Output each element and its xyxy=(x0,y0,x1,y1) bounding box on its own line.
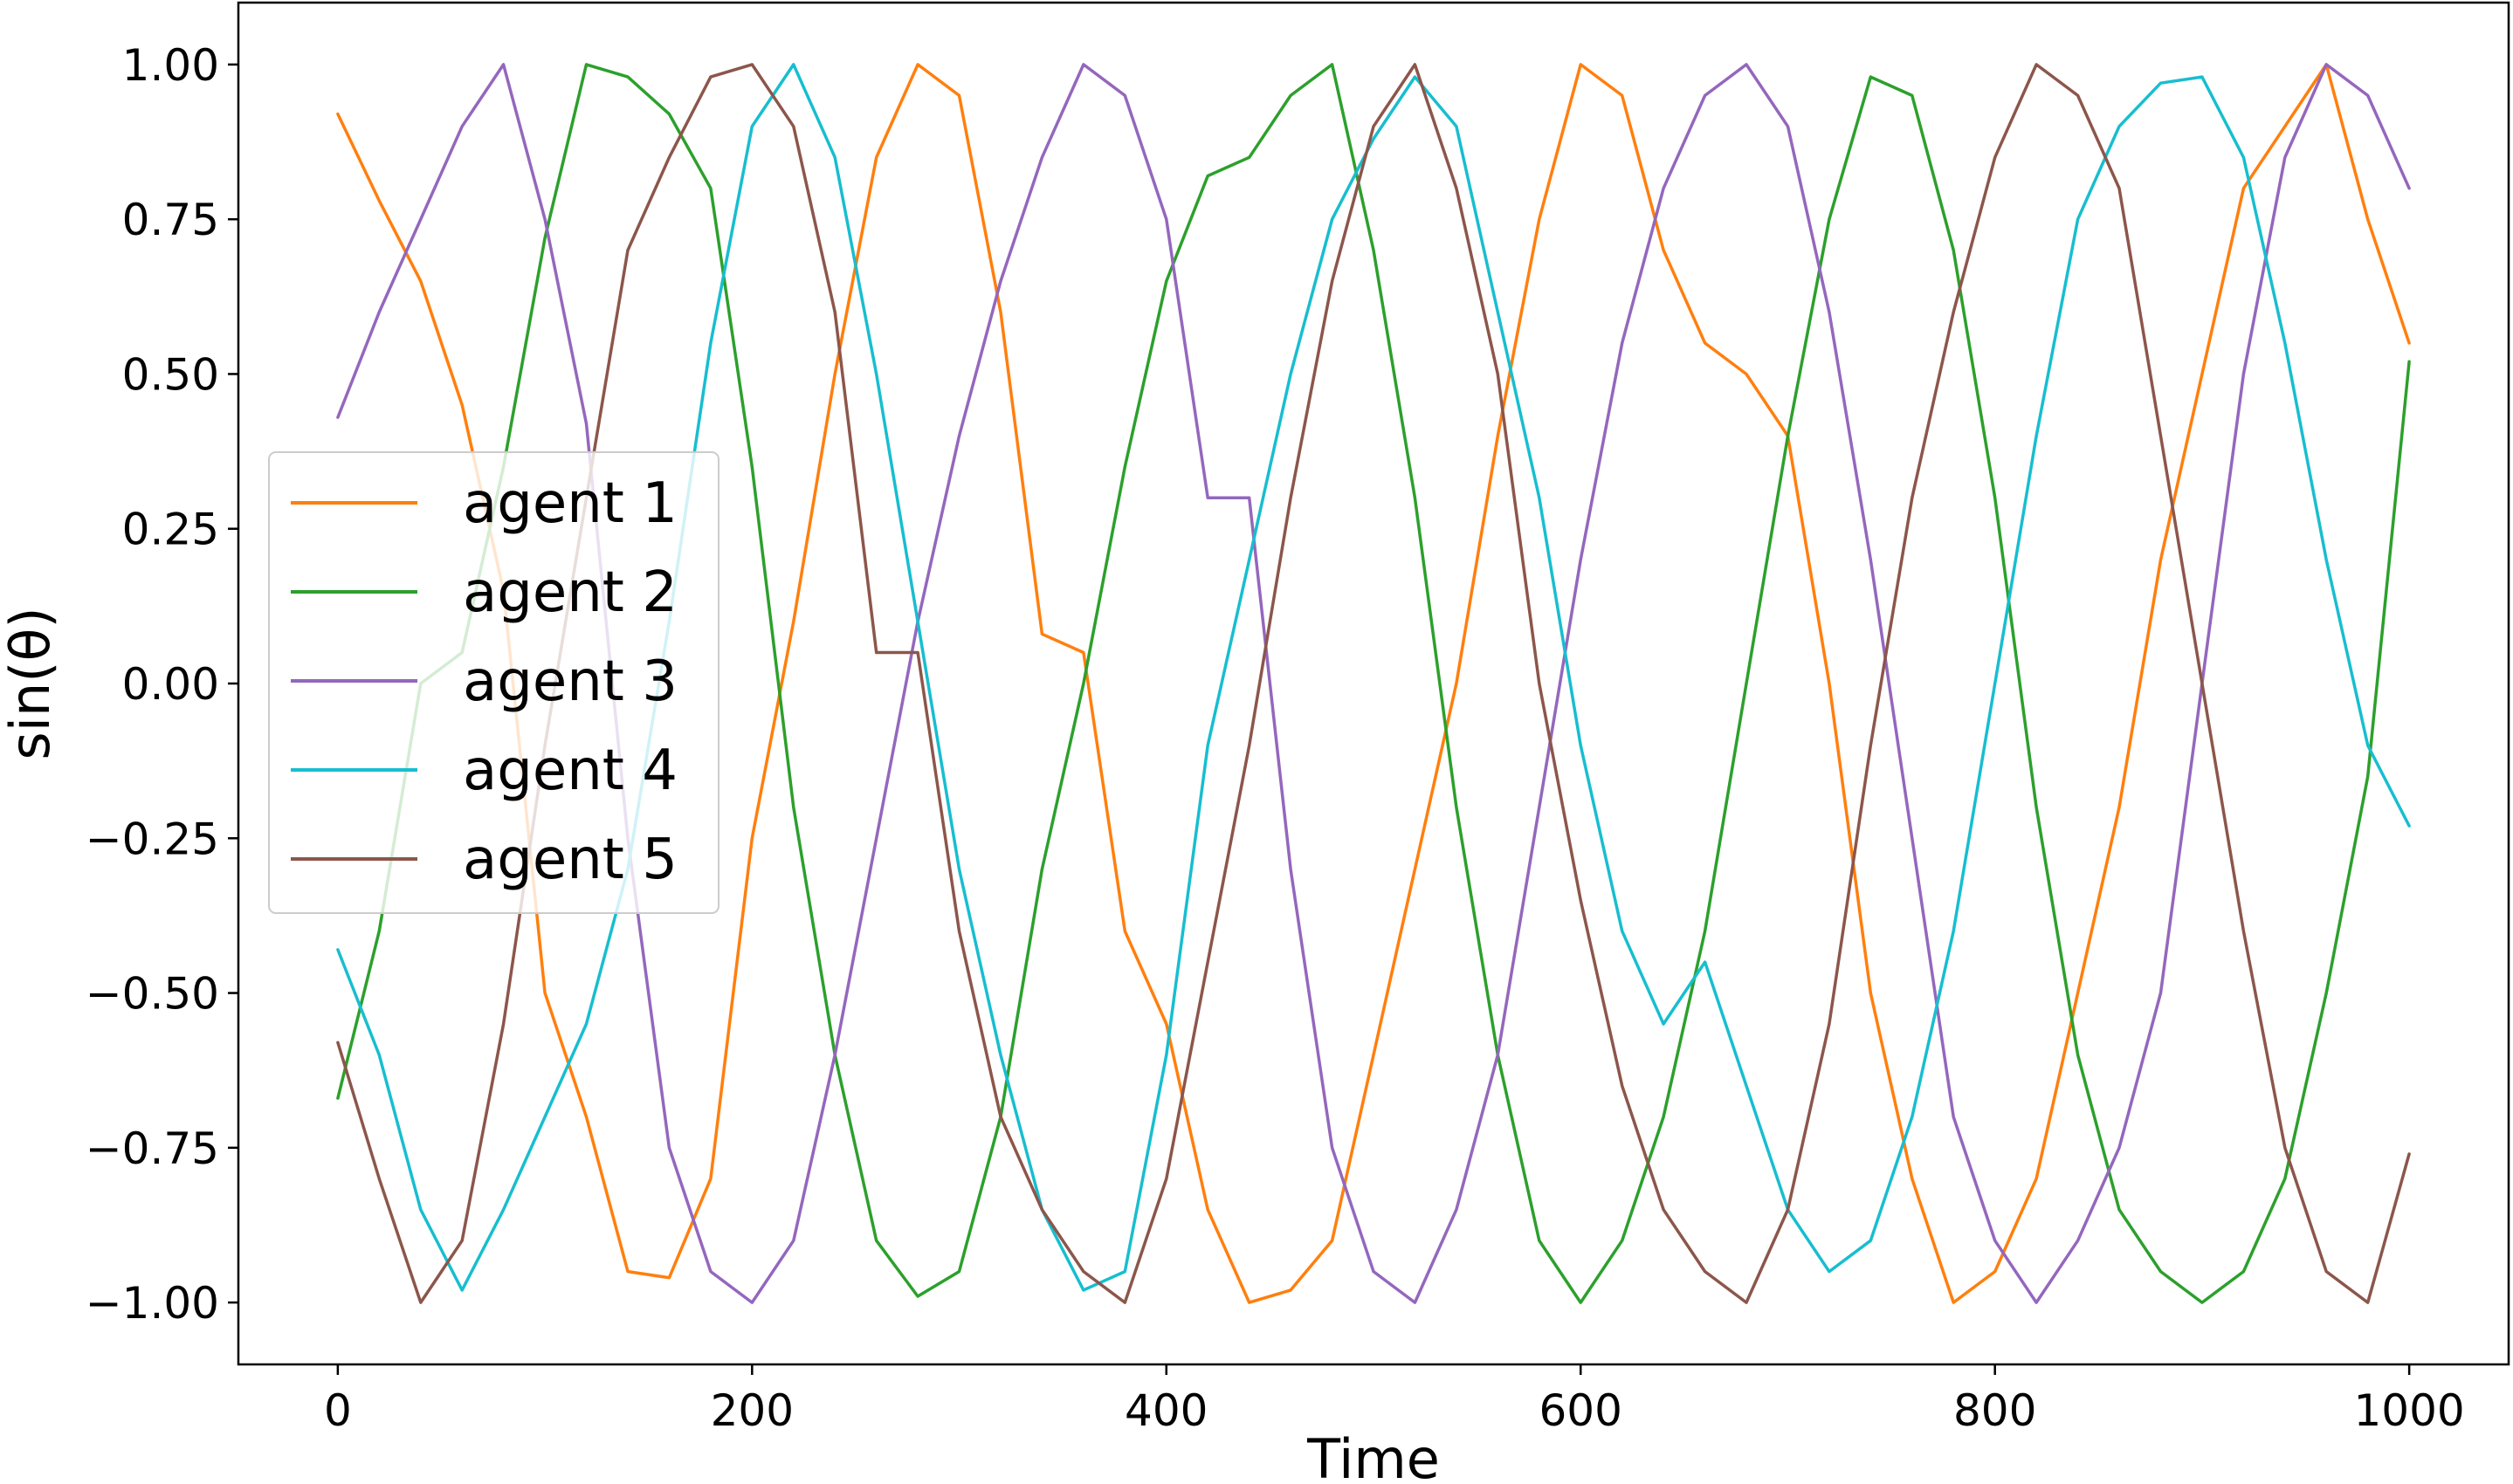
legend-label-agent-5: agent 5 xyxy=(463,828,678,892)
y-tick-label: −0.25 xyxy=(86,814,219,864)
y-tick-label: 1.00 xyxy=(122,40,219,91)
legend-label-agent-2: agent 2 xyxy=(463,560,678,625)
y-tick-label: 0.75 xyxy=(122,195,219,245)
y-tick-label: 0.25 xyxy=(122,505,219,555)
x-tick-label: 600 xyxy=(1539,1385,1622,1436)
y-axis-label: sin(θ) xyxy=(0,607,62,759)
x-tick-label: 200 xyxy=(711,1385,794,1436)
y-tick-label: −0.50 xyxy=(86,969,219,1020)
y-tick-label: −0.75 xyxy=(86,1123,219,1174)
legend-label-agent-4: agent 4 xyxy=(463,739,678,803)
legend-label-agent-3: agent 3 xyxy=(463,649,678,714)
legend-label-agent-1: agent 1 xyxy=(463,471,678,536)
x-tick-label: 400 xyxy=(1125,1385,1208,1436)
x-axis-label: Time xyxy=(1306,1427,1440,1484)
series-line-agent-3 xyxy=(336,63,2411,1304)
series-line-agent-2 xyxy=(336,63,2411,1304)
x-tick-label: 0 xyxy=(324,1385,352,1436)
x-axis: 0 200 400 600 800 1000 xyxy=(324,1364,2465,1436)
x-tick-label: 1000 xyxy=(2354,1385,2465,1436)
legend: agent 1 agent 2 agent 3 agent 4 agent 5 xyxy=(268,451,719,914)
y-tick-label: 0.00 xyxy=(122,659,219,710)
series-line-agent-5 xyxy=(336,63,2411,1304)
y-tick-label: −1.00 xyxy=(86,1278,219,1329)
x-tick-label: 800 xyxy=(1953,1385,2036,1436)
y-tick-label: 0.50 xyxy=(122,349,219,400)
series-line-agent-1 xyxy=(336,63,2411,1304)
legend-box xyxy=(268,451,719,914)
y-axis: −1.00 −0.75 −0.50 −0.25 0.00 0.25 0.50 0.75 1.00 xyxy=(86,40,238,1329)
legend-items: agent 1 agent 2 agent 3 agent 4 agent 5 xyxy=(291,471,678,892)
